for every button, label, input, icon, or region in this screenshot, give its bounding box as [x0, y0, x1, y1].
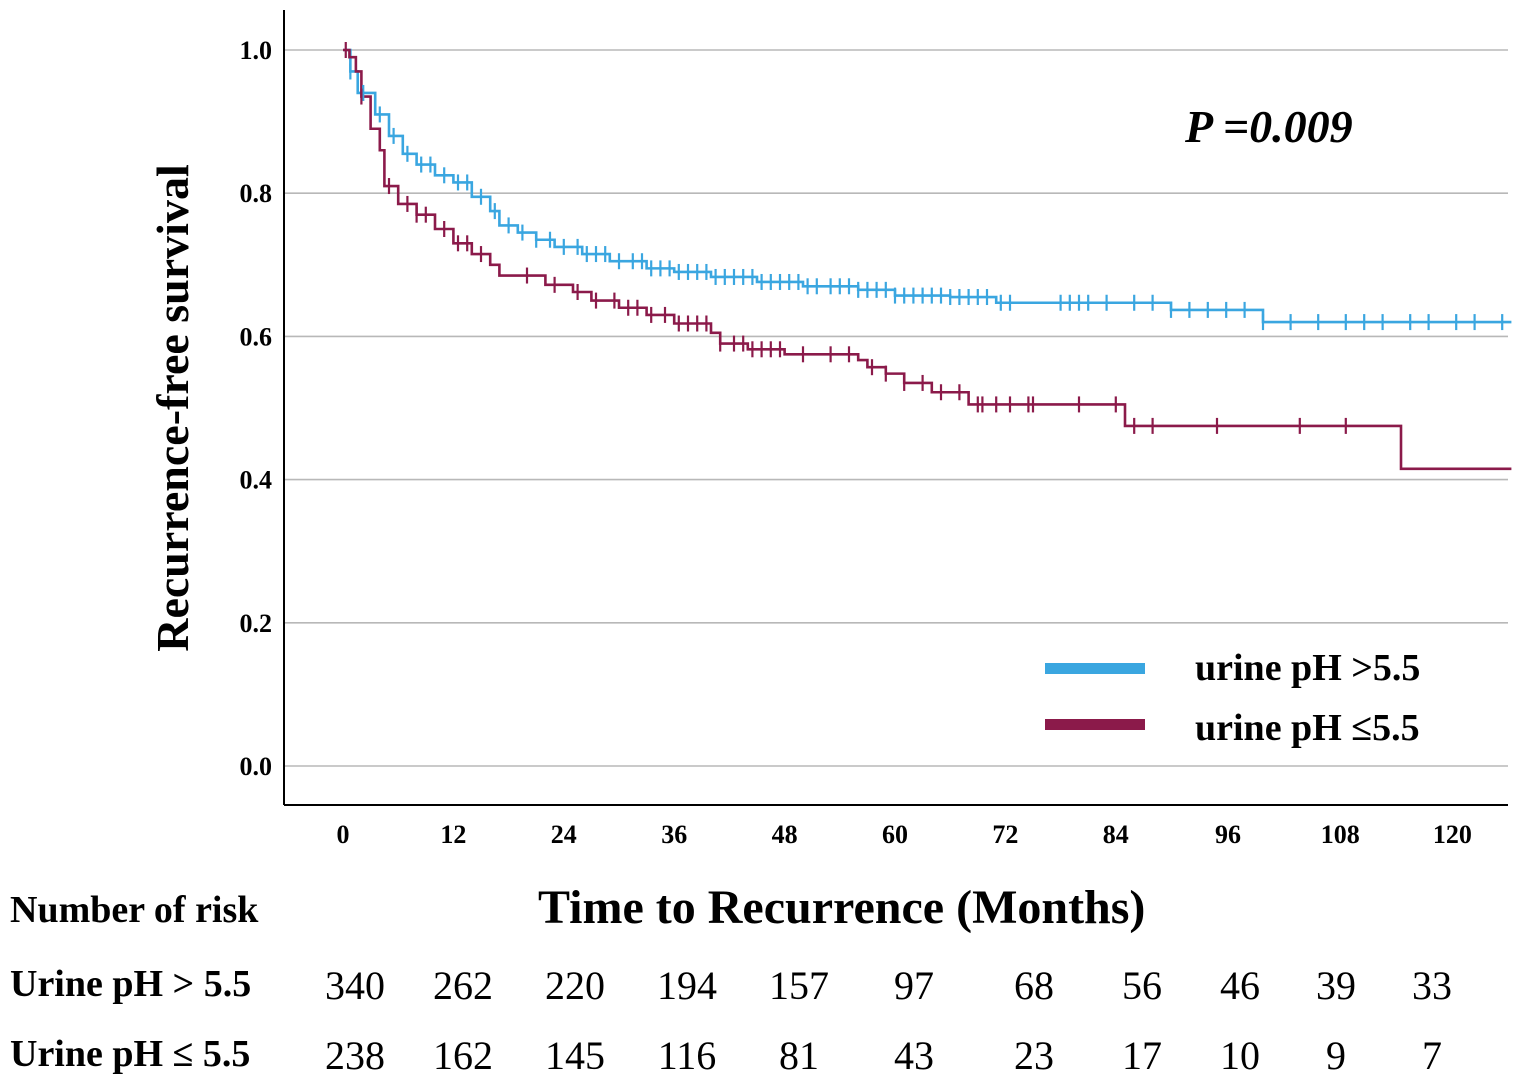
- axes: [283, 10, 1508, 806]
- x-tick-label: 84: [1103, 820, 1129, 849]
- risk-value: 56: [1122, 963, 1162, 1008]
- y-tick-label: 0.2: [240, 609, 273, 638]
- x-tick-label: 12: [440, 820, 466, 849]
- y-tick-labels: 0.0 0.2 0.4 0.6 0.8 1.0: [240, 36, 273, 781]
- legend-swatch-ph-high: [1045, 663, 1145, 674]
- x-tick-label: 60: [882, 820, 908, 849]
- legend-label-ph-low: urine pH ≤5.5: [1195, 707, 1420, 749]
- y-tick-label: 0.8: [240, 179, 273, 208]
- risk-value: 46: [1220, 963, 1260, 1008]
- risk-value: 9: [1326, 1033, 1346, 1078]
- risk-row-ph-low-label: Urine pH ≤ 5.5: [10, 1033, 251, 1075]
- x-tick-label: 24: [551, 820, 577, 849]
- risk-value: 17: [1122, 1033, 1162, 1078]
- risk-value: 238: [325, 1033, 385, 1078]
- risk-value: 23: [1014, 1033, 1054, 1078]
- risk-value: 7: [1422, 1033, 1442, 1078]
- p-value-annotation: P =0.009: [1184, 101, 1353, 152]
- x-tick-label: 108: [1321, 820, 1360, 849]
- risk-value: 43: [894, 1033, 934, 1078]
- risk-table-title: Number of risk: [10, 889, 259, 931]
- y-tick-label: 0.4: [240, 466, 273, 495]
- risk-value: 10: [1220, 1033, 1260, 1078]
- y-tick-label: 0.0: [240, 752, 273, 781]
- risk-row-ph-high-label: Urine pH > 5.5: [10, 963, 252, 1005]
- x-tick-label: 72: [992, 820, 1018, 849]
- y-tick-label: 1.0: [240, 36, 273, 65]
- km-chart: 0.0 0.2 0.4 0.6 0.8 1.0 0 12 24 36 48 60 72 84 96 108 1…: [147, 10, 1512, 849]
- risk-value: 81: [779, 1033, 819, 1078]
- legend-label-ph-high: urine pH >5.5: [1195, 647, 1420, 689]
- risk-value: 145: [545, 1033, 605, 1078]
- x-tick-label: 120: [1433, 820, 1472, 849]
- risk-value: 262: [433, 963, 493, 1008]
- risk-value: 157: [769, 963, 829, 1008]
- risk-value: 162: [433, 1033, 493, 1078]
- risk-value: 340: [325, 963, 385, 1008]
- y-axis-label: Recurrence-free survival: [147, 164, 198, 652]
- risk-value: 33: [1412, 963, 1452, 1008]
- survival-line-ph-low: [343, 48, 1512, 471]
- x-tick-label: 0: [337, 820, 350, 849]
- risk-value: 194: [657, 963, 717, 1008]
- x-tick-label: 96: [1215, 820, 1241, 849]
- legend-swatch-ph-low: [1045, 719, 1145, 730]
- x-tick-label: 36: [661, 820, 687, 849]
- censor-marks: [344, 42, 1504, 434]
- risk-value: 68: [1014, 963, 1054, 1008]
- risk-value: 97: [894, 963, 934, 1008]
- survival-line-ph-high: [343, 48, 1512, 324]
- y-tick-label: 0.6: [240, 322, 273, 351]
- gridlines: [284, 49, 1508, 767]
- risk-value: 39: [1316, 963, 1356, 1008]
- risk-value: 116: [657, 1033, 717, 1078]
- legend: urine pH >5.5 urine pH ≤5.5: [1045, 647, 1420, 749]
- x-axis-title-html: Time to Recurrence (Months): [538, 881, 1146, 934]
- risk-value: 220: [545, 963, 605, 1008]
- x-tick-label: 48: [772, 820, 798, 849]
- x-tick-labels: 0 12 24 36 48 60 72 84 96 108 120: [337, 820, 1472, 849]
